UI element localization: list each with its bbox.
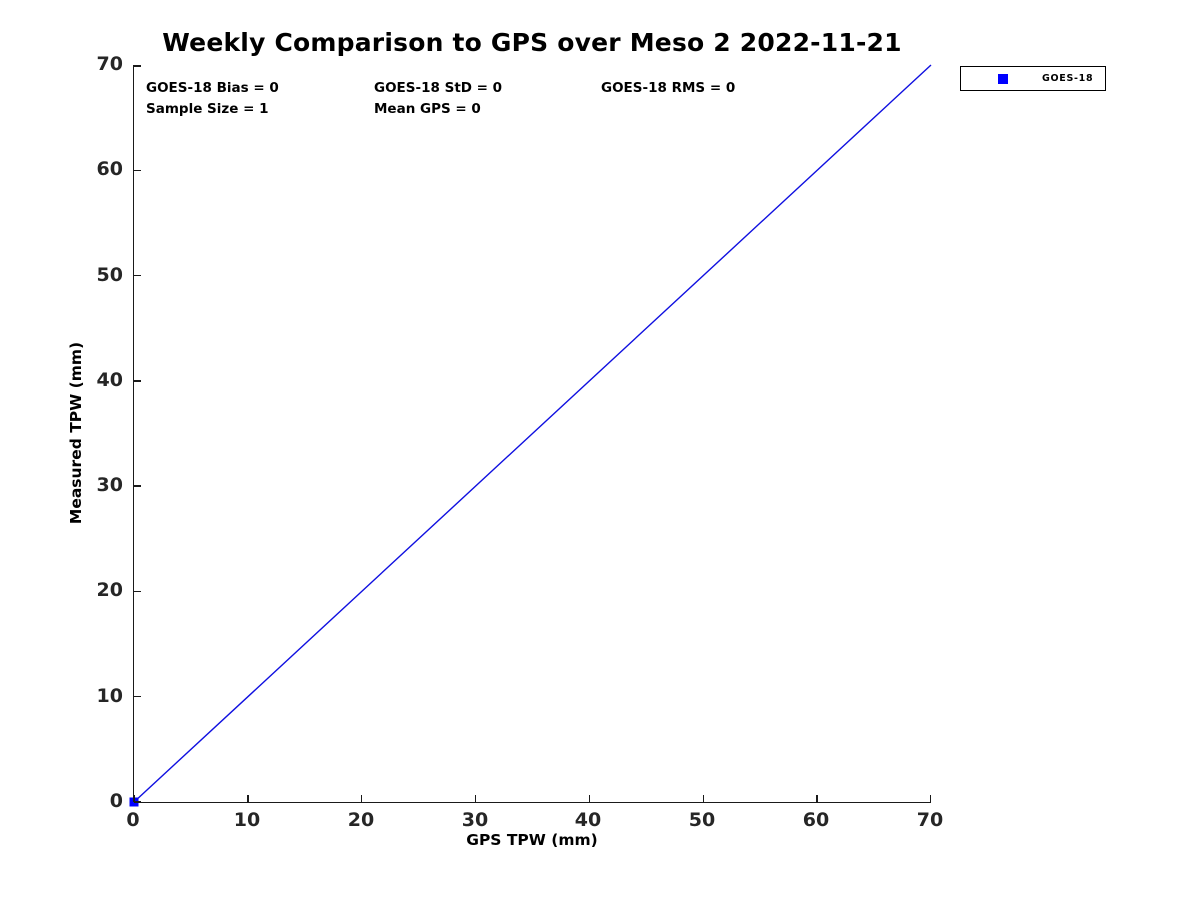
x-tick-label-30: 30 [461, 809, 489, 831]
x-tick-label-0: 0 [126, 809, 140, 831]
y-tick-label-30: 30 [96, 474, 123, 496]
y-tick-70 [134, 65, 141, 67]
x-tick-20 [360, 795, 363, 802]
stat-bias: GOES-18 Bias = 0 [146, 80, 279, 96]
x-tick-label-40: 40 [574, 809, 602, 831]
legend-marker-square-icon [998, 73, 1008, 84]
stat-sample-size: Sample Size = 1 [146, 101, 269, 117]
stat-mean-gps: Mean GPS = 0 [374, 101, 481, 117]
y-tick-0 [134, 801, 141, 803]
y-tick-20 [134, 590, 141, 593]
x-tick-label-20: 20 [347, 809, 375, 831]
x-tick-50 [702, 795, 705, 802]
y-tick-60 [134, 169, 141, 172]
legend-label: GOES-18 [1042, 73, 1094, 84]
y-tick-label-70: 70 [96, 53, 123, 75]
x-tick-label-60: 60 [802, 809, 830, 831]
x-tick-label-50: 50 [688, 809, 716, 831]
y-axis-label: Measured TPW (mm) [67, 341, 85, 525]
x-axis-label: GPS TPW (mm) [466, 831, 598, 849]
plot-area [129, 64, 932, 807]
x-tick-10 [247, 795, 249, 802]
legend: GOES-18 [960, 66, 1106, 91]
x-tick-70 [929, 795, 931, 802]
stat-rms: GOES-18 RMS = 0 [601, 80, 736, 96]
y-tick-label-10: 10 [96, 685, 123, 707]
y-tick-30 [134, 485, 141, 487]
x-tick-40 [588, 795, 591, 802]
y-tick-50 [134, 274, 141, 277]
identity-line [133, 64, 932, 803]
x-tick-0 [133, 795, 135, 802]
chart-title: Weekly Comparison to GPS over Meso 2 202… [162, 28, 902, 57]
plot-canvas [129, 64, 932, 807]
y-tick-label-0: 0 [109, 790, 123, 812]
y-tick-10 [134, 695, 141, 698]
y-tick-40 [134, 380, 141, 382]
stat-std: GOES-18 StD = 0 [374, 80, 503, 96]
y-tick-label-50: 50 [96, 264, 123, 286]
y-tick-label-40: 40 [96, 369, 123, 391]
x-tick-30 [474, 795, 477, 802]
y-tick-label-20: 20 [96, 579, 123, 601]
y-tick-label-60: 60 [96, 158, 123, 180]
x-tick-label-70: 70 [916, 809, 944, 831]
x-tick-60 [816, 795, 818, 802]
x-tick-label-10: 10 [233, 809, 261, 831]
